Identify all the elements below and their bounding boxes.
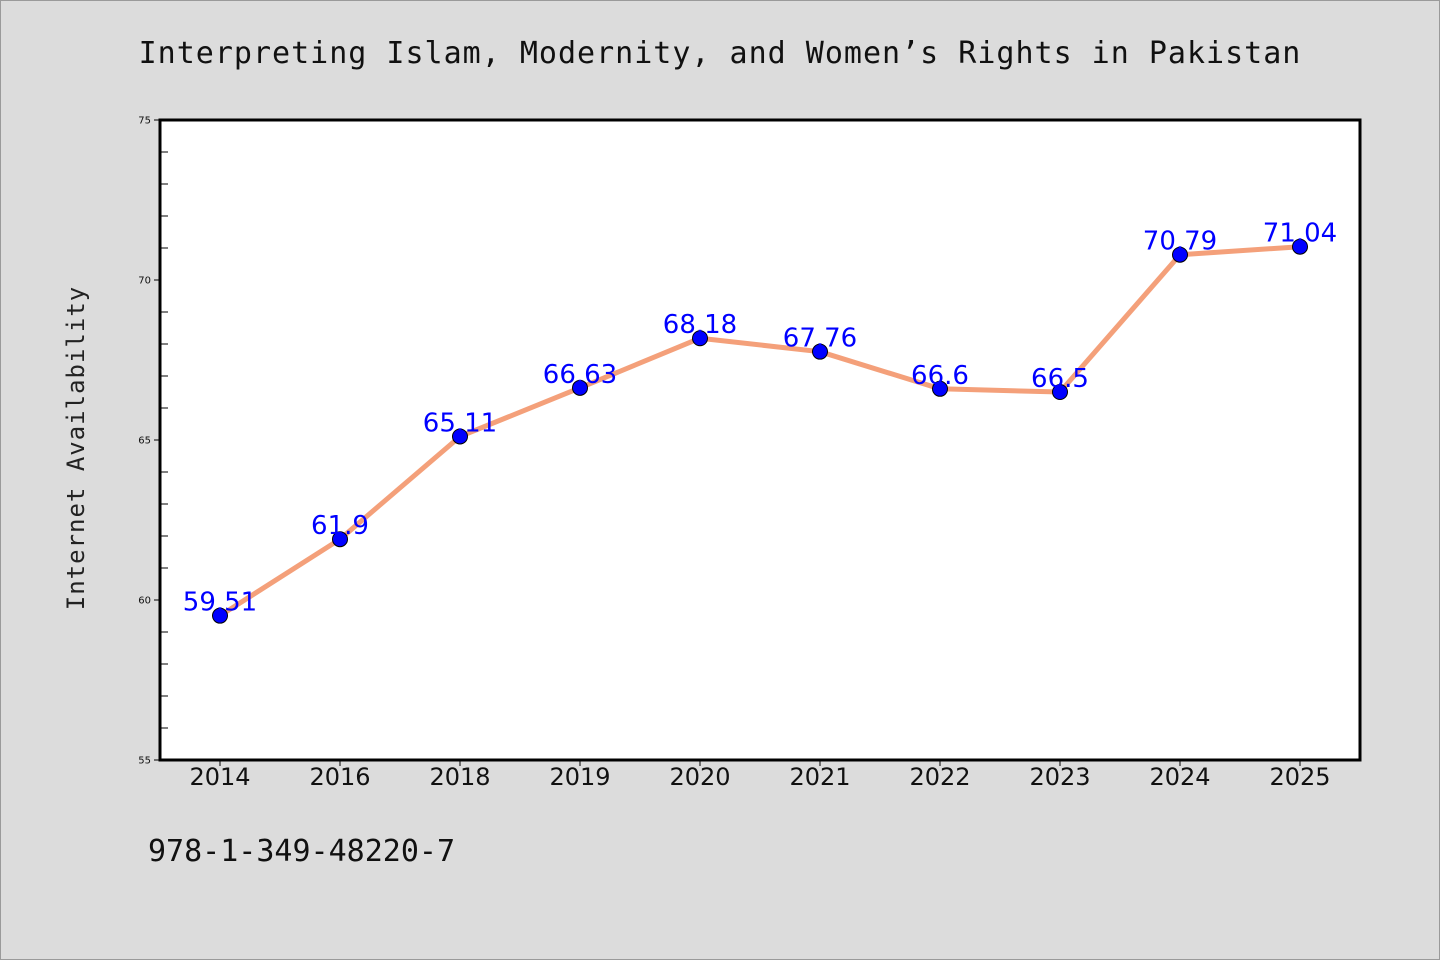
x-tick-label: 2016 — [309, 763, 370, 791]
data-label: 66.63 — [543, 360, 617, 390]
y-axis: 55 60 65 70 75 — [138, 116, 168, 767]
data-label: 61.9 — [311, 511, 369, 541]
x-tick-label: 2023 — [1029, 763, 1090, 791]
data-point — [212, 607, 228, 624]
data-point — [1172, 246, 1188, 263]
x-tick-label: 2021 — [789, 763, 850, 791]
data-label: 66.6 — [911, 361, 969, 391]
data-point — [452, 428, 468, 445]
y-tick-label: 65 — [138, 436, 151, 447]
data-point — [932, 380, 948, 397]
data-point — [692, 330, 708, 347]
data-label: 59.51 — [183, 588, 257, 618]
data-label: 68.18 — [663, 310, 737, 340]
isbn-text: 978-1-349-48220-7 — [148, 834, 456, 869]
data-point — [812, 343, 828, 360]
y-tick-label: 75 — [138, 116, 151, 127]
y-axis-title: Internet Availability — [62, 286, 90, 610]
x-tick-label: 2018 — [429, 763, 490, 791]
plot-area — [158, 118, 1362, 762]
data-label: 70.79 — [1143, 227, 1217, 257]
chart-title: Interpreting Islam, Modernity, and Women… — [138, 36, 1302, 71]
data-label: 66.5 — [1031, 364, 1089, 394]
x-tick-label: 2019 — [549, 763, 610, 791]
data-label: 71.04 — [1263, 219, 1337, 249]
x-tick-label: 2020 — [669, 763, 730, 791]
data-point — [1292, 238, 1308, 255]
x-axis: 2014 2016 2018 2019 2020 2021 2022 2023 2024 2025 — [189, 760, 1331, 791]
x-tick-label: 2022 — [909, 763, 970, 791]
y-tick-label: 70 — [138, 276, 151, 287]
series-markers — [212, 238, 1308, 624]
data-labels: 59.51 61.9 65.11 66.63 68.18 67.76 66.6 66.5 70.… — [183, 219, 1337, 618]
data-point — [332, 531, 348, 548]
x-tick-label: 2025 — [1269, 763, 1330, 791]
y-tick-label: 60 — [138, 596, 151, 607]
data-label: 67.76 — [783, 324, 857, 354]
x-tick-label: 2014 — [189, 763, 250, 791]
data-point — [572, 379, 588, 396]
y-tick-label: 55 — [138, 756, 151, 767]
data-point — [1052, 384, 1068, 400]
x-tick-label: 2024 — [1149, 763, 1210, 791]
series-line — [217, 244, 1303, 619]
data-label: 65.11 — [423, 408, 497, 438]
